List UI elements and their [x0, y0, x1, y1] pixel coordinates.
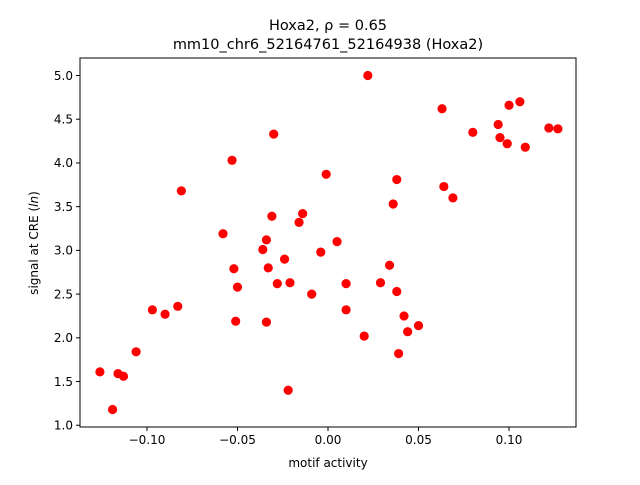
chart-title-line-2: mm10_chr6_52164761_52164938 (Hoxa2) — [173, 37, 483, 53]
data-point — [544, 123, 554, 133]
data-point — [384, 260, 395, 270]
data-point — [439, 181, 449, 192]
data-point — [231, 316, 241, 326]
data-point — [468, 127, 478, 137]
data-point — [258, 244, 268, 255]
data-point — [341, 305, 351, 315]
data-point — [294, 217, 304, 227]
y-tick-label: 3.0 — [54, 244, 73, 258]
data-point — [392, 286, 402, 297]
data-point — [307, 289, 317, 299]
data-point — [298, 209, 308, 219]
plot-frame — [79, 57, 577, 428]
data-point — [403, 327, 413, 337]
data-point — [118, 371, 129, 381]
data-point — [261, 317, 272, 327]
y-tick-label: 1.0 — [54, 419, 73, 433]
data-point — [495, 132, 505, 143]
data-point — [261, 235, 272, 245]
y-tick-label: 2.5 — [54, 287, 73, 301]
chart-title-line-1: Hoxa2, ρ = 0.65 — [269, 18, 387, 34]
plot-area: −0.10 −0.05 0.00 0.05 0.10 1.0 1.5 2.0 2.5 3.0 3.5… — [54, 57, 577, 447]
data-point — [229, 264, 239, 274]
x-tick-label: 0.05 — [405, 433, 432, 447]
data-point — [502, 139, 512, 149]
x-tick-label: −0.05 — [219, 433, 256, 447]
data-point — [399, 311, 409, 321]
data-point — [493, 119, 503, 130]
data-point — [218, 229, 228, 239]
data-point — [173, 301, 183, 311]
data-point — [316, 247, 326, 257]
data-point — [375, 278, 386, 288]
data-point — [107, 404, 118, 415]
data-point — [392, 174, 402, 185]
y-tick-label: 4.5 — [54, 113, 73, 127]
data-point — [504, 100, 514, 110]
data-point — [232, 282, 243, 292]
data-point — [227, 155, 237, 165]
data-point — [176, 186, 186, 196]
x-tick-label: 0.10 — [496, 433, 523, 447]
data-point — [131, 347, 141, 357]
data-point — [413, 320, 424, 331]
data-point — [363, 70, 373, 81]
data-point — [283, 385, 293, 395]
data-point — [553, 124, 563, 134]
y-tick-label: 1.5 — [54, 375, 73, 389]
data-point — [321, 169, 331, 179]
data-point — [279, 254, 290, 264]
y-tick-label: 3.5 — [54, 200, 73, 214]
data-point — [285, 278, 295, 288]
data-point — [437, 104, 447, 114]
data-point — [515, 97, 525, 107]
data-point — [388, 199, 398, 209]
data-point — [95, 367, 105, 377]
data-point — [272, 279, 282, 289]
data-point — [332, 237, 342, 247]
x-tick-label: −0.10 — [129, 433, 166, 447]
data-point — [263, 263, 273, 273]
data-point — [147, 305, 158, 315]
y-tick-label: 2.0 — [54, 331, 73, 345]
data-point — [267, 211, 277, 221]
y-axis-label: signal at CRE (ln) — [27, 191, 41, 295]
data-point — [448, 193, 458, 203]
y-tick-label: 4.0 — [54, 156, 73, 170]
data-point — [160, 309, 170, 319]
data-point — [394, 348, 404, 359]
data-point — [341, 279, 351, 289]
data-point — [359, 331, 369, 341]
x-axis-label: motif activity — [288, 456, 367, 470]
data-point — [520, 142, 530, 152]
x-tick-label: 0.00 — [315, 433, 342, 447]
y-tick-label: 5.0 — [54, 69, 73, 83]
data-point — [269, 129, 279, 139]
